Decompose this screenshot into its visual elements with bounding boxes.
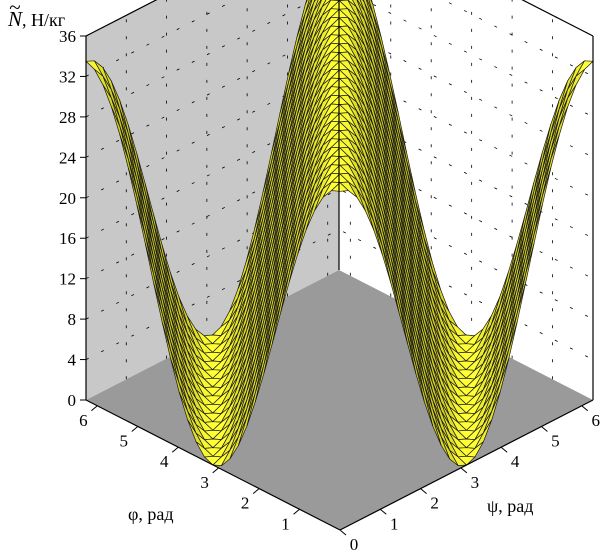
psi-tick-mark [339, 529, 347, 536]
axis-frame [85, 0, 594, 531]
phi-tick-label: 2 [241, 494, 250, 513]
z-tick-label: 4 [68, 351, 77, 370]
phi-tick-mark [212, 467, 219, 474]
frame-edge [85, 0, 158, 37]
phi-tick-mark [293, 508, 300, 515]
psi-tick-mark [541, 426, 548, 432]
psi-tick-label: 3 [471, 473, 480, 492]
surface-mesh [85, 0, 594, 466]
phi-tick-label: 6 [79, 411, 88, 430]
z-axis-symbol: N [7, 7, 23, 31]
psi-axis-ticks: 0 1 2 3 4 5 6 [339, 405, 600, 554]
psi-tick-mark [460, 467, 468, 474]
z-axis-unit: , Н/кг [22, 10, 65, 30]
psi-tick-label: 1 [390, 514, 399, 533]
phi-tick-label: 1 [281, 514, 290, 533]
phi-tick-mark [91, 405, 98, 412]
phi-tick-label: 5 [120, 431, 129, 450]
phi-tick-mark [131, 426, 139, 432]
psi-tick-label: 4 [511, 452, 520, 471]
psi-tick-label: 2 [430, 494, 439, 513]
z-tick-label: 8 [68, 310, 77, 329]
z-tick-label: 36 [59, 27, 76, 46]
z-tick-label: 12 [59, 270, 76, 289]
z-tick-label: 32 [59, 67, 76, 86]
psi-tick-mark [500, 446, 508, 453]
phi-tick-mark [171, 446, 179, 453]
psi-axis-title: ψ, рад [487, 496, 533, 516]
z-axis-tilde: ~ [9, 0, 21, 19]
z-tick-label: 0 [68, 391, 77, 410]
z-tick-label: 24 [59, 148, 77, 167]
z-tick-label: 28 [59, 108, 76, 127]
psi-tick-mark [420, 488, 427, 494]
phi-axis-title: φ, рад [128, 504, 174, 524]
z-axis-ticks: 0 4 8 12 16 20 24 28 32 36 [59, 27, 86, 410]
psi-tick-mark [379, 508, 387, 515]
z-tick-label: 20 [59, 189, 76, 208]
surface-patch [330, 182, 350, 192]
psi-tick-label: 0 [350, 535, 359, 554]
phi-tick-mark [252, 488, 260, 494]
psi-tick-label: 6 [591, 411, 600, 430]
frame-edge [85, 399, 341, 531]
psi-tick-mark [581, 405, 589, 412]
psi-tick-label: 5 [551, 431, 560, 450]
frame-edge [339, 399, 594, 531]
z-axis-title: N, Н/кг [7, 7, 65, 31]
phi-tick-label: 4 [160, 452, 169, 471]
phi-axis-ticks: 1 2 3 4 5 6 [79, 405, 300, 533]
z-tick-label: 16 [59, 229, 76, 248]
frame-edge [521, 0, 594, 37]
phi-tick-label: 3 [200, 473, 209, 492]
